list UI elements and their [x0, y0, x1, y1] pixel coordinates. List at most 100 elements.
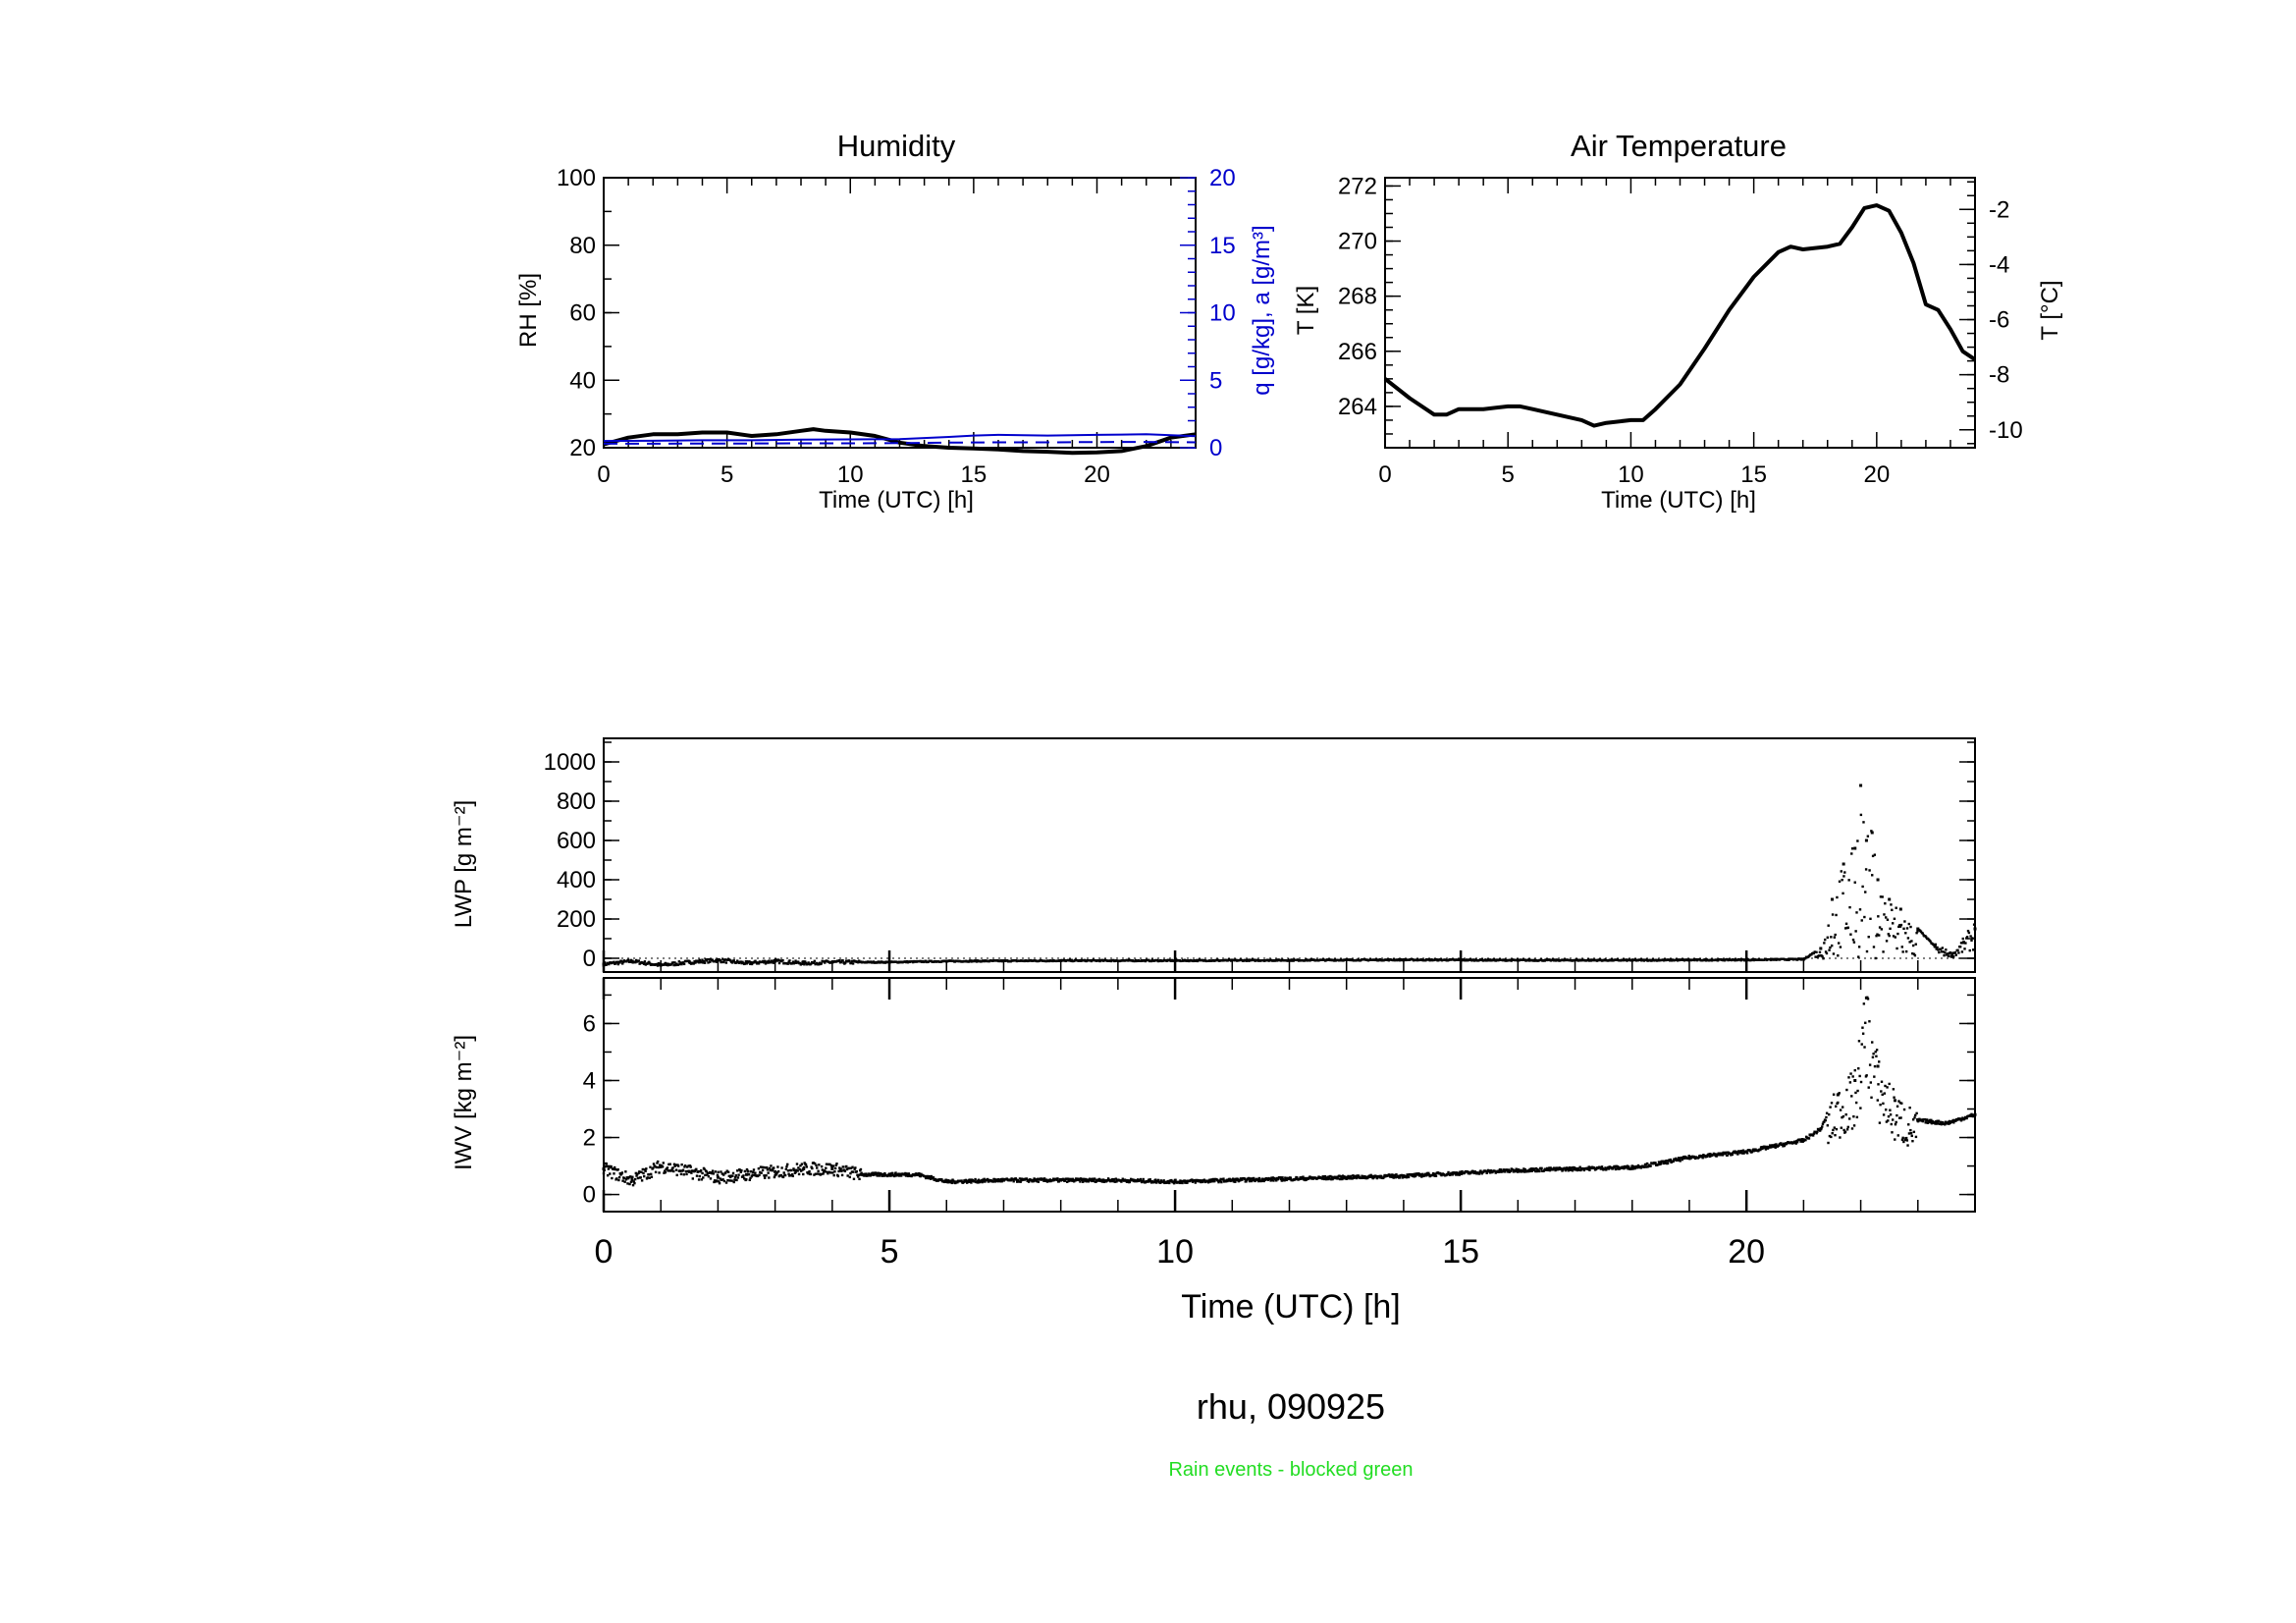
iwv-point [836, 1174, 840, 1178]
lwp-point [850, 961, 853, 965]
iwv-point [1263, 1178, 1267, 1181]
iwv-point [1493, 1169, 1497, 1172]
lwp-point [674, 963, 677, 967]
lwp-point [697, 961, 701, 964]
iwv-point [1866, 998, 1870, 1001]
iwv-point [726, 1179, 729, 1182]
iwv-point [1048, 1178, 1051, 1181]
iwv-point [1949, 1121, 1952, 1124]
iwv-point [1234, 1180, 1237, 1183]
iwv-point [790, 1168, 793, 1172]
iwv-point [1200, 1180, 1202, 1184]
lwp-point [620, 959, 623, 963]
iwv-point [769, 1168, 772, 1172]
iwv-point [1889, 1113, 1893, 1116]
iwv-point [1847, 1117, 1851, 1120]
iwv-point [855, 1169, 858, 1173]
iwv-point [1355, 1174, 1358, 1178]
iwv-point [1878, 1121, 1882, 1124]
lwp-point [621, 962, 624, 965]
iwv-point [1018, 1177, 1022, 1180]
lwp-point [1936, 946, 1939, 949]
iwv-point [826, 1170, 828, 1174]
iwv-point [1206, 1181, 1210, 1184]
iwv-point [1425, 1171, 1429, 1175]
iwv-point [1711, 1153, 1715, 1157]
iwv-point [1782, 1142, 1786, 1146]
iwv-point [1279, 1177, 1283, 1181]
iwv-point [1643, 1165, 1646, 1168]
iwv-point [1679, 1160, 1682, 1163]
iwv-point [1841, 1115, 1843, 1119]
iwv-point [1086, 1178, 1090, 1181]
iwv-point [1186, 1181, 1189, 1184]
iwv-point [849, 1171, 852, 1175]
iwv-point [1894, 1138, 1896, 1141]
lwp-point [603, 961, 607, 964]
iwv-point [742, 1174, 745, 1177]
iwv-point [1554, 1168, 1557, 1172]
iwv-point [773, 1166, 775, 1169]
iwv-point [1172, 1180, 1175, 1183]
lwp-point [1838, 880, 1842, 883]
iwv-point [1726, 1154, 1730, 1157]
iwv-point [1243, 1177, 1247, 1180]
iwv-point [805, 1165, 808, 1168]
iwv-point [1041, 1177, 1044, 1181]
iwv-point [1738, 1151, 1742, 1155]
lwp-point [750, 962, 754, 966]
iwv-point [1719, 1154, 1723, 1157]
lwp-point [1836, 895, 1839, 899]
iwv-point [1577, 1168, 1581, 1171]
lwp-point [605, 963, 608, 966]
iwv-point [1636, 1165, 1639, 1168]
lwp-point [1817, 954, 1821, 957]
iwv-point [782, 1171, 785, 1174]
iwv-point [1518, 1168, 1521, 1172]
iwv-point [758, 1173, 761, 1176]
iwv-point [645, 1167, 648, 1170]
lwp-ylabel: LWP [g m⁻²] [451, 800, 477, 928]
iwv-x-tick-label: 10 [1156, 1233, 1194, 1271]
lwp-point [796, 960, 800, 963]
iwv-point [838, 1168, 842, 1172]
iwv-point [753, 1173, 756, 1177]
iwv-point [1900, 1102, 1903, 1105]
iwv-point [1202, 1178, 1206, 1181]
lwp-point [1915, 931, 1918, 935]
iwv-point [977, 1178, 981, 1181]
iwv-point [1383, 1173, 1386, 1177]
lwp-point [694, 961, 697, 964]
iwv-point [1305, 1176, 1308, 1180]
iwv-point [832, 1173, 835, 1177]
iwv-point [1907, 1123, 1910, 1126]
iwv-point [636, 1172, 639, 1176]
iwv-point [604, 1164, 607, 1168]
iwv-point [1228, 1177, 1231, 1181]
lwp-point [1912, 952, 1916, 955]
lwp-point [1951, 951, 1954, 954]
lwp-point [1843, 871, 1846, 874]
iwv-point [1875, 1049, 1879, 1052]
iwv-point [1199, 1179, 1201, 1182]
iwv-point [1112, 1177, 1115, 1181]
iwv-point [1816, 1130, 1819, 1133]
lwp-point [1949, 951, 1951, 954]
iwv-point [800, 1163, 804, 1165]
iwv-point [1378, 1176, 1381, 1179]
iwv-point [788, 1174, 791, 1177]
iwv-point [856, 1173, 859, 1176]
iwv-point [607, 1167, 611, 1170]
iwv-point [659, 1163, 662, 1166]
iwv-point [1948, 1122, 1950, 1125]
iwv-point [1774, 1146, 1777, 1149]
iwv-point [1391, 1173, 1394, 1176]
lwp-point [1933, 945, 1937, 948]
iwv-point [1402, 1174, 1406, 1177]
lwp-point [1844, 922, 1848, 926]
iwv-point [799, 1164, 802, 1167]
iwv-point [982, 1180, 986, 1183]
iwv-point [1935, 1122, 1939, 1125]
iwv-point [1032, 1179, 1036, 1183]
iwv-point [828, 1163, 831, 1166]
